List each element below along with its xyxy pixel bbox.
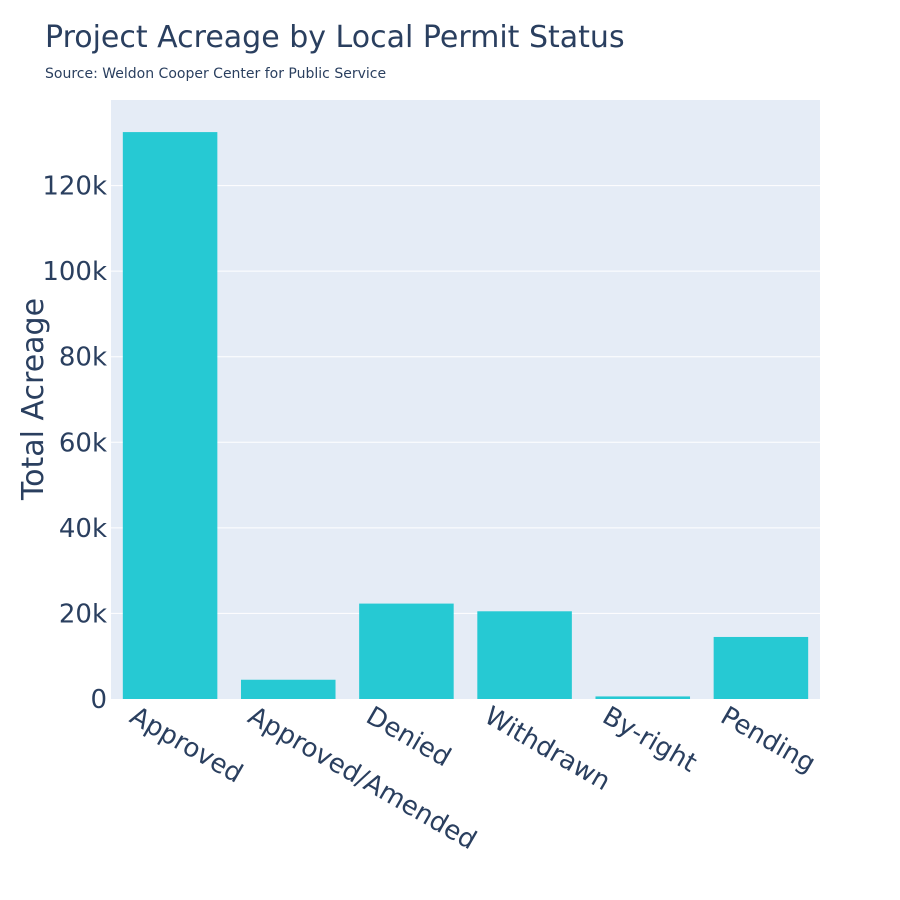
bar [595,696,691,699]
bar [359,603,454,699]
y-tick-labels: 0 20k 40k 60k 80k 100k 120k [42,172,107,715]
bar [477,611,572,699]
y-tick-label: 100k [42,257,107,287]
x-tick-label: Denied [361,701,456,773]
y-tick-label: 80k [59,343,107,373]
bar [713,636,809,699]
plot-background [111,100,820,699]
x-tick-label: Pending [715,701,820,779]
chart-title: Project Acreage by Local Permit Status [45,20,625,55]
y-tick-label: 60k [59,428,107,458]
y-tick-label: 120k [42,172,107,202]
bars [122,132,809,699]
bar [240,679,336,699]
y-axis-label: Total Acreage [16,298,51,501]
bar [122,132,218,699]
chart-subtitle: Source: Weldon Cooper Center for Public … [45,66,387,82]
x-tick-label: Approved [125,701,248,789]
gridlines [111,185,820,614]
y-tick-label: 20k [59,599,107,629]
x-tick-label: By-right [597,701,701,779]
y-tick-label: 0 [90,685,107,715]
y-tick-label: 40k [59,514,107,544]
x-tick-label: Withdrawn [479,701,615,797]
